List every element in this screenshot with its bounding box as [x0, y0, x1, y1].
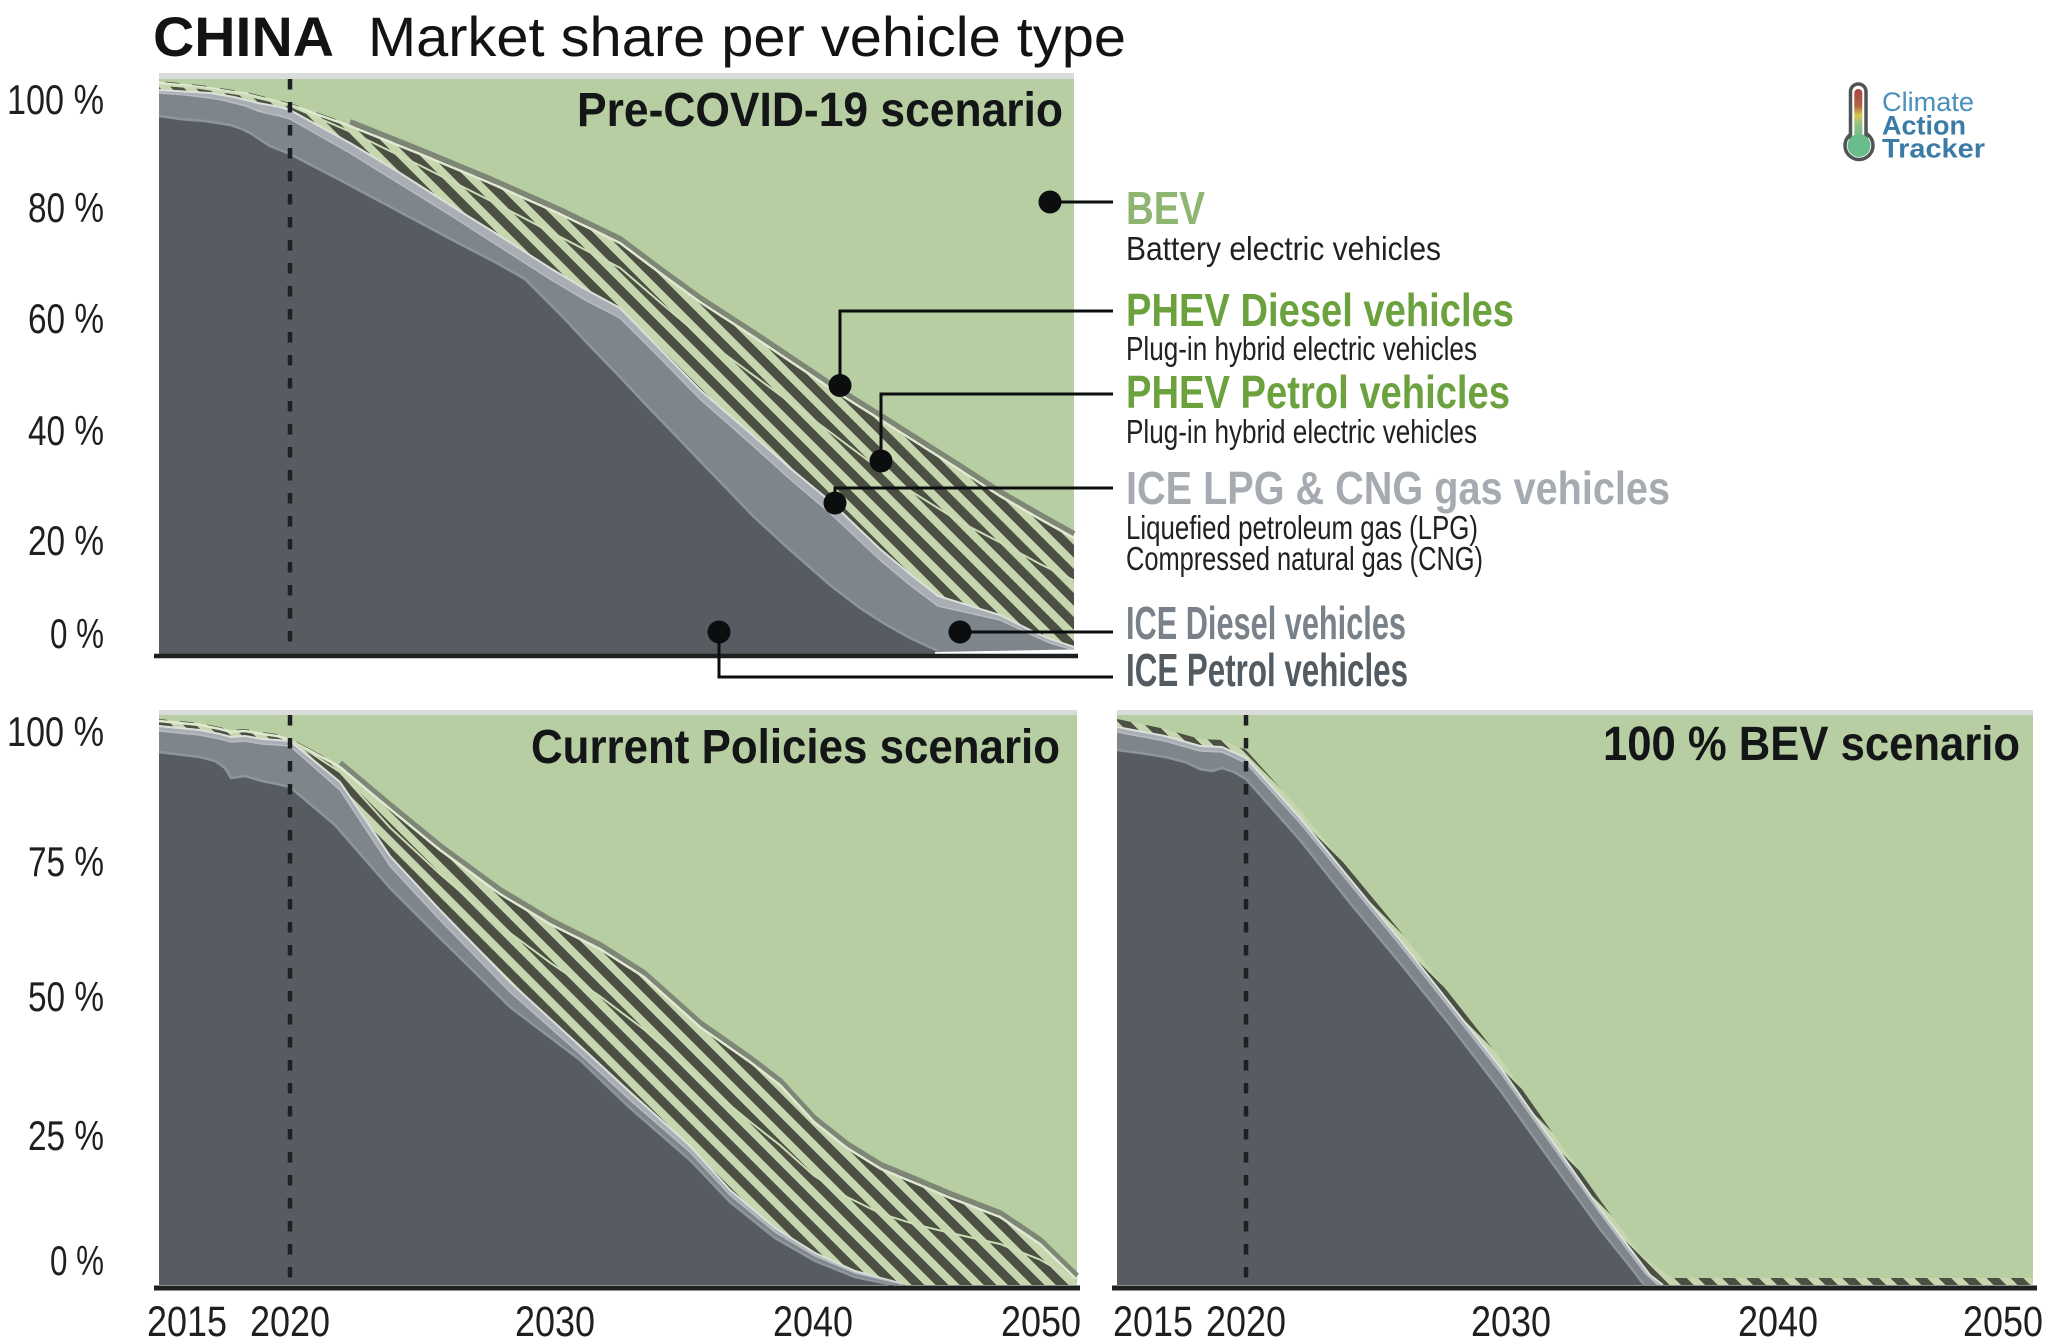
svg-text:100 % BEV scenario: 100 % BEV scenario [1603, 718, 2020, 771]
svg-text:Pre-COVID-19 scenario: Pre-COVID-19 scenario [577, 84, 1063, 137]
svg-text:ICE Petrol vehicles: ICE Petrol vehicles [1126, 644, 1408, 696]
svg-text:80 %: 80 % [28, 184, 104, 231]
svg-text:25 %: 25 % [28, 1112, 104, 1159]
svg-text:2040: 2040 [1738, 1298, 1818, 1338]
svg-text:60 %: 60 % [28, 295, 104, 342]
svg-text:2050: 2050 [1001, 1298, 1081, 1338]
svg-text:Battery electric vehicles: Battery electric vehicles [1126, 230, 1441, 267]
svg-text:PHEV Diesel vehicles: PHEV Diesel vehicles [1126, 284, 1514, 336]
svg-text:2030: 2030 [1471, 1298, 1551, 1338]
svg-text:2015: 2015 [1113, 1298, 1193, 1338]
svg-text:Action: Action [1882, 111, 1966, 141]
svg-text:ICE LPG & CNG gas vehicles: ICE LPG & CNG gas vehicles [1126, 462, 1670, 514]
svg-text:Plug-in hybrid electric vehicl: Plug-in hybrid electric vehicles [1126, 413, 1477, 450]
svg-text:Compressed natural gas (CNG): Compressed natural gas (CNG) [1126, 540, 1483, 577]
svg-text:20 %: 20 % [28, 517, 104, 564]
svg-text:2030: 2030 [515, 1298, 595, 1338]
svg-text:2050: 2050 [1963, 1298, 2043, 1338]
svg-text:100 %: 100 % [7, 708, 104, 755]
svg-text:ICE Diesel vehicles: ICE Diesel vehicles [1126, 597, 1406, 649]
svg-text:50 %: 50 % [28, 973, 104, 1020]
svg-text:Climate: Climate [1882, 87, 1974, 117]
svg-text:Plug-in hybrid electric vehicl: Plug-in hybrid electric vehicles [1126, 330, 1477, 367]
svg-text:100 %: 100 % [7, 76, 104, 123]
svg-text:Liquefied petroleum gas (LPG): Liquefied petroleum gas (LPG) [1126, 509, 1478, 546]
svg-text:0 %: 0 % [50, 610, 104, 657]
svg-text:75 %: 75 % [28, 838, 104, 885]
svg-text:Current Policies scenario: Current Policies scenario [531, 721, 1060, 774]
svg-text:2020: 2020 [250, 1298, 330, 1338]
svg-text:Market share per vehicle type: Market share per vehicle type [368, 5, 1126, 68]
svg-text:40 %: 40 % [28, 407, 104, 454]
svg-text:Tracker: Tracker [1882, 134, 1986, 164]
svg-text:PHEV Petrol vehicles: PHEV Petrol vehicles [1126, 366, 1510, 418]
svg-text:2040: 2040 [773, 1298, 853, 1338]
svg-text:BEV: BEV [1126, 182, 1205, 234]
svg-text:0 %: 0 % [50, 1237, 104, 1284]
svg-text:CHINA: CHINA [153, 5, 334, 68]
svg-text:2015: 2015 [147, 1298, 227, 1338]
svg-text:2020: 2020 [1206, 1298, 1286, 1338]
